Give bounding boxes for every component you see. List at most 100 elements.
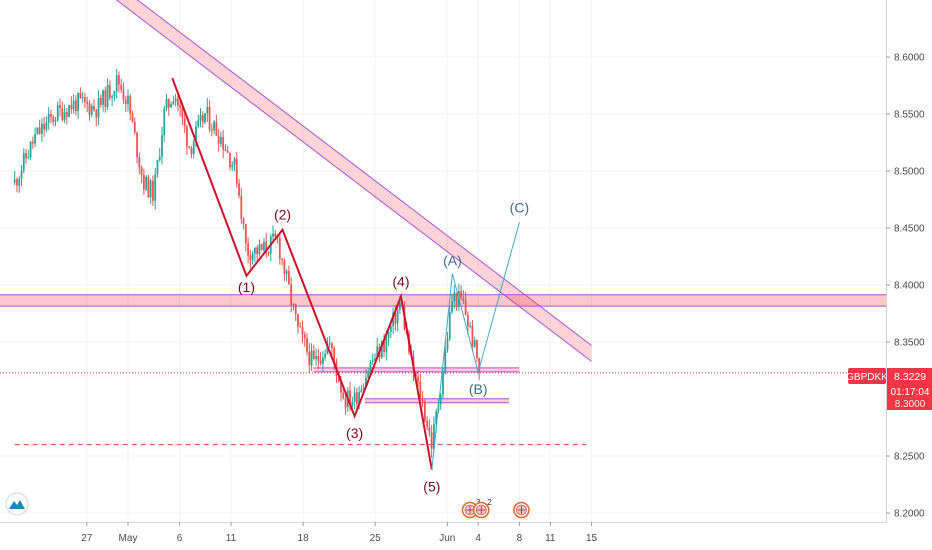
candle-body [167, 99, 170, 108]
candle-body [79, 92, 82, 99]
resistance-zone-fill [0, 294, 887, 307]
candle-body [396, 309, 399, 324]
candle-body [149, 180, 152, 198]
wave-label-5: (5) [423, 479, 440, 495]
countdown-badge-bg [887, 384, 932, 398]
candle-body [161, 135, 163, 157]
wave-label-2: (2) [274, 207, 291, 223]
candle-body [333, 347, 336, 362]
candle-body [312, 350, 315, 359]
candle-body [249, 255, 252, 261]
time-tick-label: 11 [226, 533, 237, 544]
candle-body [351, 401, 354, 406]
candle-body [29, 141, 32, 158]
corrective-wave-line [431, 222, 520, 470]
candle-body [56, 105, 59, 121]
candle-body [380, 341, 383, 358]
candle-body [201, 115, 204, 123]
candle-body [72, 100, 75, 110]
candle-body [308, 351, 311, 366]
price-tick-label: 8.5000 [894, 167, 925, 178]
candle-body [326, 343, 329, 354]
candle-body [154, 174, 157, 201]
candle-body [215, 121, 218, 136]
candle-body [190, 147, 193, 154]
hidden-price-badge-bg [887, 398, 932, 410]
event-flag-icon[interactable]: 2 [473, 498, 493, 519]
symbol-price-badge[interactable]: GBPDKK 8.3229 01:17:04 8.3000 [846, 368, 932, 410]
candle-body [435, 411, 438, 425]
candle-body [353, 392, 356, 402]
candle-body [34, 134, 36, 144]
time-axis[interactable] [0, 522, 932, 550]
time-tick-label: 15 [586, 533, 598, 544]
candle-body [115, 75, 118, 92]
candle-body [439, 394, 442, 405]
candle-body [186, 126, 188, 147]
candle-body [108, 84, 111, 98]
elliott-wave-lines[interactable] [171, 77, 520, 470]
candle-body [50, 114, 52, 117]
logo-circle [5, 492, 29, 516]
event-flag-icon[interactable] [513, 501, 530, 519]
resistance-zone[interactable] [0, 294, 887, 307]
candle-body [147, 176, 150, 198]
candle-body [176, 98, 179, 106]
candle-body [265, 241, 268, 253]
candle-body [104, 90, 107, 107]
candle-body [299, 326, 302, 328]
candle-body [231, 165, 234, 168]
candle-body [292, 304, 295, 306]
time-axis-ticks: 27 May 6 11 18 25 Jun 4 8 11 15 [81, 522, 597, 544]
support-lines[interactable] [0, 367, 887, 446]
candle-body [331, 343, 333, 348]
candle-body [383, 341, 385, 352]
symbol-label: GBPDKK [846, 372, 888, 383]
candle-body [210, 129, 213, 131]
candle-body [340, 382, 342, 393]
candle-body [464, 300, 467, 315]
candle-body [170, 104, 172, 108]
candle-body [152, 180, 154, 201]
candle-body [233, 158, 236, 166]
price-tick-label: 8.5500 [894, 110, 925, 121]
candle-body [81, 97, 84, 99]
tradingview-logo[interactable] [5, 492, 29, 516]
candle-body [25, 153, 27, 159]
candle-body [297, 314, 299, 327]
descending-trend-channel[interactable] [15, 0, 592, 362]
candle-body [27, 157, 30, 159]
candle-body [74, 100, 77, 112]
candle-body [113, 91, 116, 96]
candle-body [38, 127, 41, 134]
candle-body [235, 158, 238, 184]
candle-body [224, 149, 227, 151]
candle-body [97, 97, 100, 118]
price-axis[interactable] [887, 0, 932, 522]
event-markers[interactable]: 32 [461, 498, 530, 519]
candle-body [387, 331, 390, 339]
candle-body [251, 253, 254, 261]
candle-body [371, 360, 374, 362]
candle-body [22, 153, 25, 171]
candle-body [362, 387, 365, 390]
candle-body [54, 120, 57, 122]
candle-body [294, 304, 297, 315]
candle-body [455, 292, 458, 307]
candle-body [84, 97, 86, 102]
candle-body [417, 376, 419, 382]
candle-body [204, 113, 206, 123]
candle-body [195, 126, 197, 142]
candle-body [462, 297, 465, 301]
candle-body [213, 121, 216, 131]
candle-body [197, 120, 200, 127]
candle-body [419, 381, 422, 400]
candle-body [222, 137, 225, 150]
candle-body [220, 137, 222, 144]
candle-body [324, 353, 327, 358]
trend-channel-lower [115, 0, 592, 362]
candle-body [102, 90, 104, 105]
candle-body [133, 121, 136, 133]
